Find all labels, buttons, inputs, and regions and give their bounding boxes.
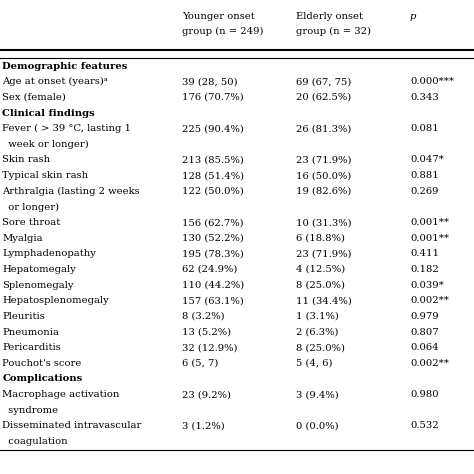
Text: Macrophage activation: Macrophage activation: [2, 390, 120, 399]
Text: 0.532: 0.532: [410, 421, 438, 430]
Text: Disseminated intravascular: Disseminated intravascular: [2, 421, 142, 430]
Text: 156 (62.7%): 156 (62.7%): [182, 218, 244, 227]
Text: Age at onset (years)ᵃ: Age at onset (years)ᵃ: [2, 77, 108, 86]
Text: Pouchot's score: Pouchot's score: [2, 359, 82, 368]
Text: 8 (25.0%): 8 (25.0%): [296, 343, 345, 352]
Text: Elderly onset: Elderly onset: [296, 12, 363, 21]
Text: Pneumonia: Pneumonia: [2, 328, 59, 337]
Text: 8 (3.2%): 8 (3.2%): [182, 312, 225, 321]
Text: 6 (18.8%): 6 (18.8%): [296, 234, 345, 243]
Text: 0.002**: 0.002**: [410, 296, 449, 305]
Text: Pleuritis: Pleuritis: [2, 312, 45, 321]
Text: 0.807: 0.807: [410, 328, 438, 337]
Text: 128 (51.4%): 128 (51.4%): [182, 171, 245, 180]
Text: group (n = 249): group (n = 249): [182, 27, 264, 36]
Text: 0.411: 0.411: [410, 249, 439, 258]
Text: 23 (9.2%): 23 (9.2%): [182, 390, 231, 399]
Text: or longer): or longer): [2, 202, 60, 211]
Text: 130 (52.2%): 130 (52.2%): [182, 234, 245, 243]
Text: 0.064: 0.064: [410, 343, 438, 352]
Text: Hepatosplenomegaly: Hepatosplenomegaly: [2, 296, 109, 305]
Text: 0.182: 0.182: [410, 265, 439, 274]
Text: 20 (62.5%): 20 (62.5%): [296, 93, 352, 102]
Text: 23 (71.9%): 23 (71.9%): [296, 155, 352, 164]
Text: 122 (50.0%): 122 (50.0%): [182, 187, 245, 196]
Text: Arthralgia (lasting 2 weeks: Arthralgia (lasting 2 weeks: [2, 187, 140, 196]
Text: Skin rash: Skin rash: [2, 155, 51, 164]
Text: 5 (4, 6): 5 (4, 6): [296, 359, 333, 368]
Text: 0.979: 0.979: [410, 312, 438, 321]
Text: 0.881: 0.881: [410, 171, 439, 180]
Text: 6 (5, 7): 6 (5, 7): [182, 359, 219, 368]
Text: 3 (1.2%): 3 (1.2%): [182, 421, 225, 430]
Text: 195 (78.3%): 195 (78.3%): [182, 249, 245, 258]
Text: 176 (70.7%): 176 (70.7%): [182, 93, 244, 102]
Text: Pericarditis: Pericarditis: [2, 343, 61, 352]
Text: 13 (5.2%): 13 (5.2%): [182, 328, 232, 337]
Text: 0.001**: 0.001**: [410, 234, 449, 243]
Text: 19 (82.6%): 19 (82.6%): [296, 187, 352, 196]
Text: Sex (female): Sex (female): [2, 93, 66, 102]
Text: Younger onset: Younger onset: [182, 12, 255, 21]
Text: Clinical findings: Clinical findings: [2, 109, 95, 118]
Text: 32 (12.9%): 32 (12.9%): [182, 343, 238, 352]
Text: 0.081: 0.081: [410, 124, 439, 133]
Text: 1 (3.1%): 1 (3.1%): [296, 312, 339, 321]
Text: group (n = 32): group (n = 32): [296, 27, 371, 36]
Text: Typical skin rash: Typical skin rash: [2, 171, 89, 180]
Text: 110 (44.2%): 110 (44.2%): [182, 281, 245, 290]
Text: 2 (6.3%): 2 (6.3%): [296, 328, 339, 337]
Text: 8 (25.0%): 8 (25.0%): [296, 281, 345, 290]
Text: 4 (12.5%): 4 (12.5%): [296, 265, 346, 274]
Text: Complications: Complications: [2, 374, 82, 383]
Text: 157 (63.1%): 157 (63.1%): [182, 296, 245, 305]
Text: 0.002**: 0.002**: [410, 359, 449, 368]
Text: 39 (28, 50): 39 (28, 50): [182, 77, 238, 86]
Text: Demographic features: Demographic features: [2, 62, 128, 71]
Text: 0 (0.0%): 0 (0.0%): [296, 421, 339, 430]
Text: 0.269: 0.269: [410, 187, 438, 196]
Text: Fever ( > 39 °C, lasting 1: Fever ( > 39 °C, lasting 1: [2, 124, 131, 133]
Text: coagulation: coagulation: [2, 437, 68, 446]
Text: Hepatomegaly: Hepatomegaly: [2, 265, 76, 274]
Text: 225 (90.4%): 225 (90.4%): [182, 124, 245, 133]
Text: 62 (24.9%): 62 (24.9%): [182, 265, 238, 274]
Text: 0.001**: 0.001**: [410, 218, 449, 227]
Text: 16 (50.0%): 16 (50.0%): [296, 171, 352, 180]
Text: 23 (71.9%): 23 (71.9%): [296, 249, 352, 258]
Text: Myalgia: Myalgia: [2, 234, 43, 243]
Text: week or longer): week or longer): [2, 140, 89, 149]
Text: Sore throat: Sore throat: [2, 218, 61, 227]
Text: Splenomegaly: Splenomegaly: [2, 281, 74, 290]
Text: 10 (31.3%): 10 (31.3%): [296, 218, 352, 227]
Text: 213 (85.5%): 213 (85.5%): [182, 155, 245, 164]
Text: p: p: [410, 12, 416, 21]
Text: 0.000***: 0.000***: [410, 77, 454, 86]
Text: syndrome: syndrome: [2, 406, 58, 415]
Text: 26 (81.3%): 26 (81.3%): [296, 124, 352, 133]
Text: 0.047*: 0.047*: [410, 155, 444, 164]
Text: 0.039*: 0.039*: [410, 281, 444, 290]
Text: 11 (34.4%): 11 (34.4%): [296, 296, 352, 305]
Text: 69 (67, 75): 69 (67, 75): [296, 77, 352, 86]
Text: 0.343: 0.343: [410, 93, 439, 102]
Text: 0.980: 0.980: [410, 390, 438, 399]
Text: 3 (9.4%): 3 (9.4%): [296, 390, 339, 399]
Text: Lymphadenopathy: Lymphadenopathy: [2, 249, 96, 258]
